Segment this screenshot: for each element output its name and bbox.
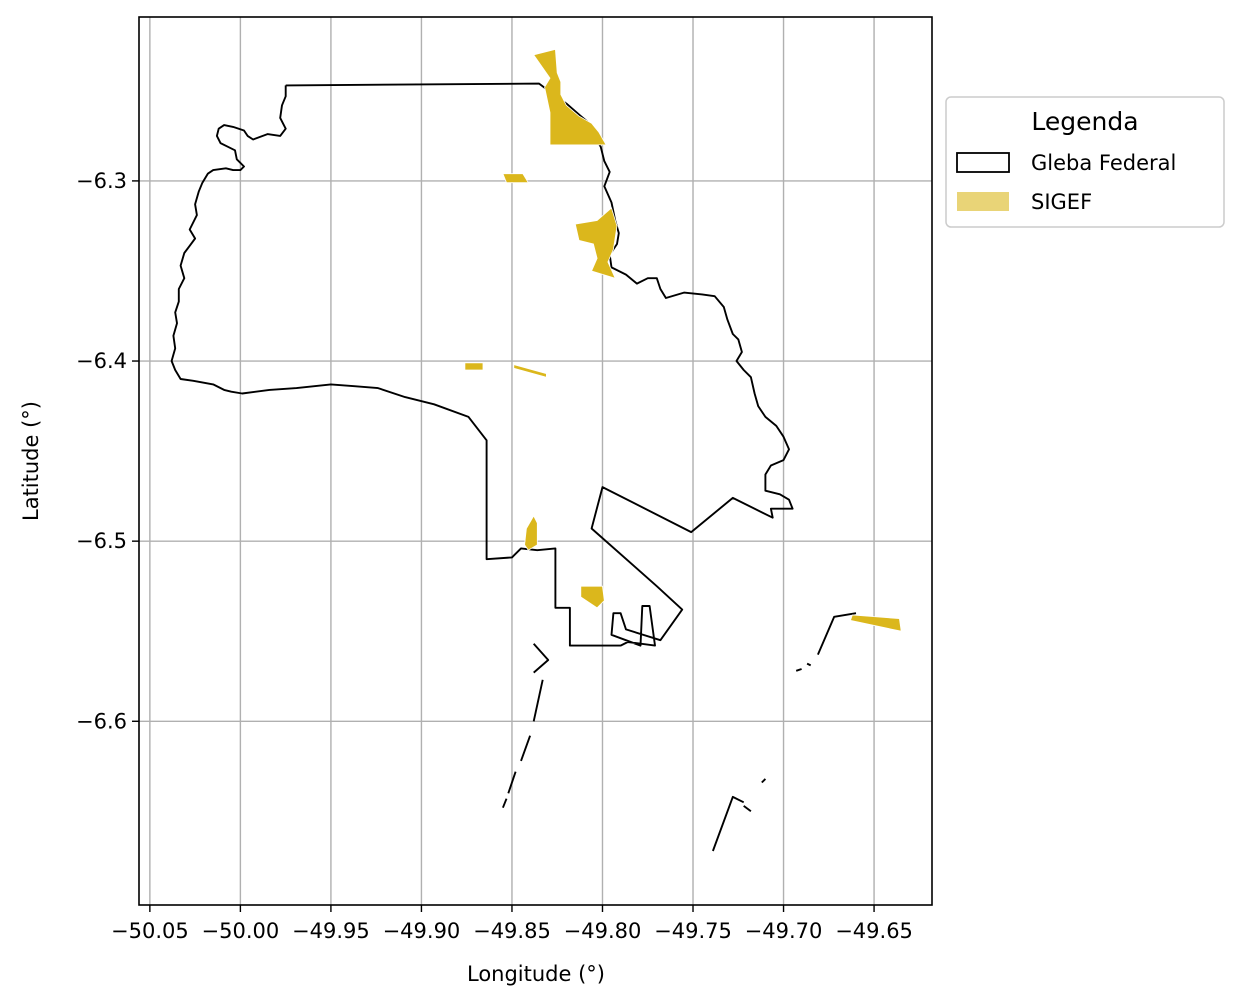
sigef-parcel xyxy=(574,207,618,279)
gleba-federal-boundary xyxy=(817,612,857,655)
x-tick-label: −49.95 xyxy=(292,919,370,943)
gleba-federal-boundary xyxy=(170,82,794,647)
y-tick-label: −6.6 xyxy=(76,709,127,733)
gleba-federal-boundary xyxy=(761,778,767,784)
x-tick-label: −50.05 xyxy=(111,919,189,943)
legend: Legenda Gleba Federal SIGEF xyxy=(945,96,1225,228)
x-axis-ticks: −50.05 −50.00 −49.95 −49.90 −49.85 −49.80 −49.… xyxy=(111,905,913,943)
sigef-parcel xyxy=(513,364,547,378)
legend-swatch-sigef xyxy=(957,192,1009,211)
sigef-layer xyxy=(464,48,902,632)
sigef-parcel xyxy=(524,515,538,551)
gleba-federal-boundary xyxy=(806,662,812,667)
x-tick-label: −50.00 xyxy=(202,919,280,943)
x-tick-label: −49.70 xyxy=(745,919,823,943)
plot-frame xyxy=(138,16,933,906)
grid xyxy=(139,17,932,905)
x-tick-label: −49.65 xyxy=(835,919,913,943)
legend-label-gleba-federal: Gleba Federal xyxy=(1031,151,1176,175)
x-axis-label: Longitude (°) xyxy=(467,962,605,986)
legend-title: Legenda xyxy=(1031,107,1138,136)
gleba-federal-boundary xyxy=(507,771,517,794)
gleba-federal-boundary xyxy=(795,668,802,672)
sigef-parcel xyxy=(533,48,607,146)
x-tick-label: −49.75 xyxy=(654,919,732,943)
sigef-parcel xyxy=(580,585,605,609)
legend-label-sigef: SIGEF xyxy=(1031,190,1092,214)
sigef-parcel xyxy=(464,362,484,371)
gleba-federal-boundary xyxy=(743,805,752,813)
x-tick-label: −49.80 xyxy=(564,919,642,943)
gleba-federal-boundary xyxy=(520,735,531,762)
y-tick-label: −6.3 xyxy=(76,169,127,193)
x-tick-label: −49.85 xyxy=(473,919,551,943)
y-tick-label: −6.4 xyxy=(76,349,127,373)
plot-area xyxy=(139,17,932,905)
gleba-federal-boundary xyxy=(502,798,508,809)
gleba-federal-layer xyxy=(170,82,857,852)
gleba-federal-boundary xyxy=(532,643,550,674)
y-axis-ticks: −6.3 −6.4 −6.5 −6.6 xyxy=(76,169,139,733)
sigef-parcel xyxy=(502,173,530,184)
sigef-parcel xyxy=(849,614,902,632)
legend-box xyxy=(945,96,1225,228)
x-tick-label: −49.90 xyxy=(383,919,461,943)
y-axis-label: Latitude (°) xyxy=(19,401,43,521)
legend-swatch-gleba-federal xyxy=(956,152,1010,173)
y-tick-label: −6.5 xyxy=(76,529,127,553)
gleba-federal-boundary xyxy=(532,679,544,722)
gleba-federal-boundary xyxy=(712,795,745,852)
